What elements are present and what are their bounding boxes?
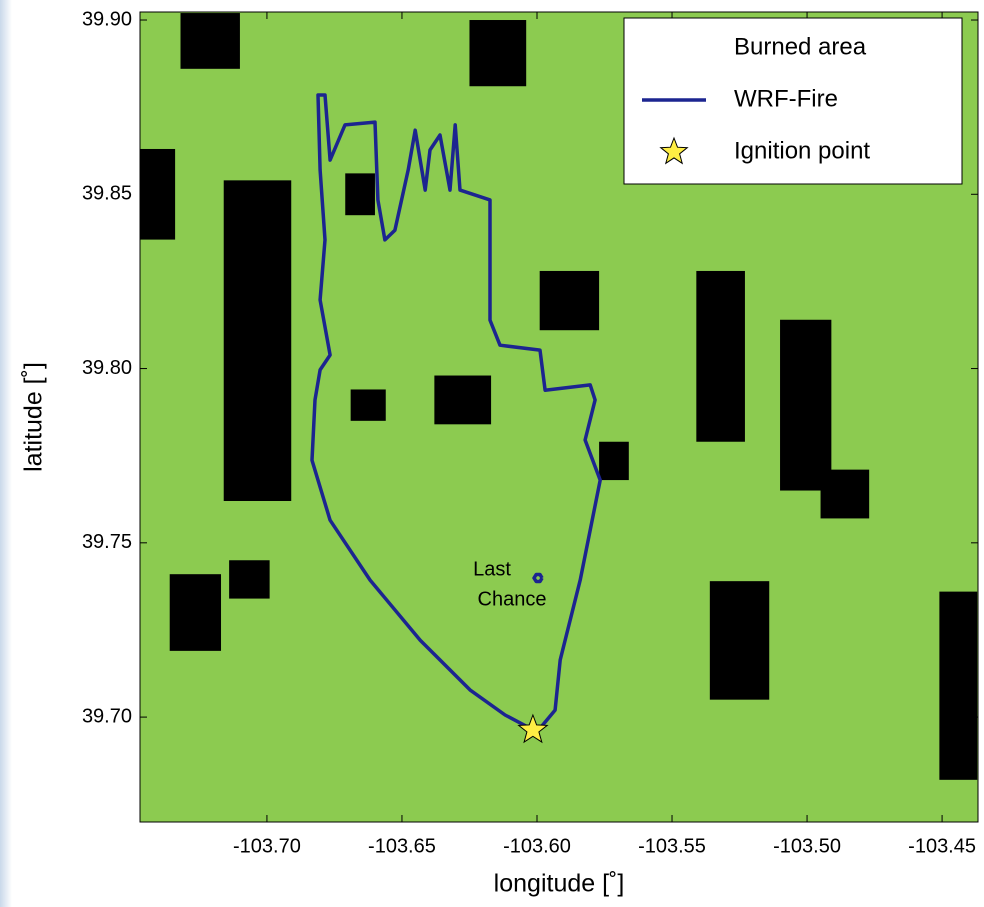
burned-patch <box>170 574 221 651</box>
burned-patch <box>181 13 240 69</box>
x-axis-label: longitude [˚] <box>494 870 625 898</box>
burned-patch <box>710 581 769 700</box>
burned-patch <box>345 173 375 215</box>
legend-label: WRF-Fire <box>734 85 838 112</box>
burned-patch <box>469 20 526 86</box>
burned-patch <box>229 560 270 598</box>
annotation: Chance <box>478 588 547 610</box>
legend-label: Ignition point <box>734 137 870 164</box>
y-tick-label: 39.75 <box>82 531 132 553</box>
legend-label: Burned area <box>734 33 867 60</box>
legend: Burned area WRF-Fire Ignition point <box>624 18 962 184</box>
y-tick-label: 39.80 <box>82 357 132 379</box>
x-tick-label: -103.60 <box>503 835 571 857</box>
burned-patch <box>224 180 292 501</box>
burned-patch <box>696 271 745 442</box>
page: {"chart_data": { "type": "map", "xlabel"… <box>0 0 984 907</box>
x-tick-label: -103.65 <box>368 835 436 857</box>
annotation: Last <box>473 558 511 580</box>
chart: -103.70 -103.65 -103.60 -103.55 -103.50 -103.… <box>0 0 984 907</box>
y-tick-label: 39.85 <box>82 183 132 205</box>
burned-patch <box>939 592 977 780</box>
burned-patch <box>599 442 629 480</box>
burned-patch <box>434 376 491 425</box>
x-tick-label: -103.50 <box>773 835 841 857</box>
y-axis-label: latitude [˚] <box>20 362 48 472</box>
x-tick-label: -103.70 <box>233 835 301 857</box>
y-tick-label: 39.90 <box>82 8 132 30</box>
x-tick-label: -103.45 <box>908 835 976 857</box>
burned-patch <box>351 389 386 420</box>
x-tick-label: -103.55 <box>638 835 706 857</box>
burned-patch <box>780 320 831 491</box>
burned-patch <box>540 271 599 330</box>
burned-patch <box>821 470 870 519</box>
y-tick-label: 39.70 <box>82 705 132 727</box>
page-edge <box>0 0 12 907</box>
